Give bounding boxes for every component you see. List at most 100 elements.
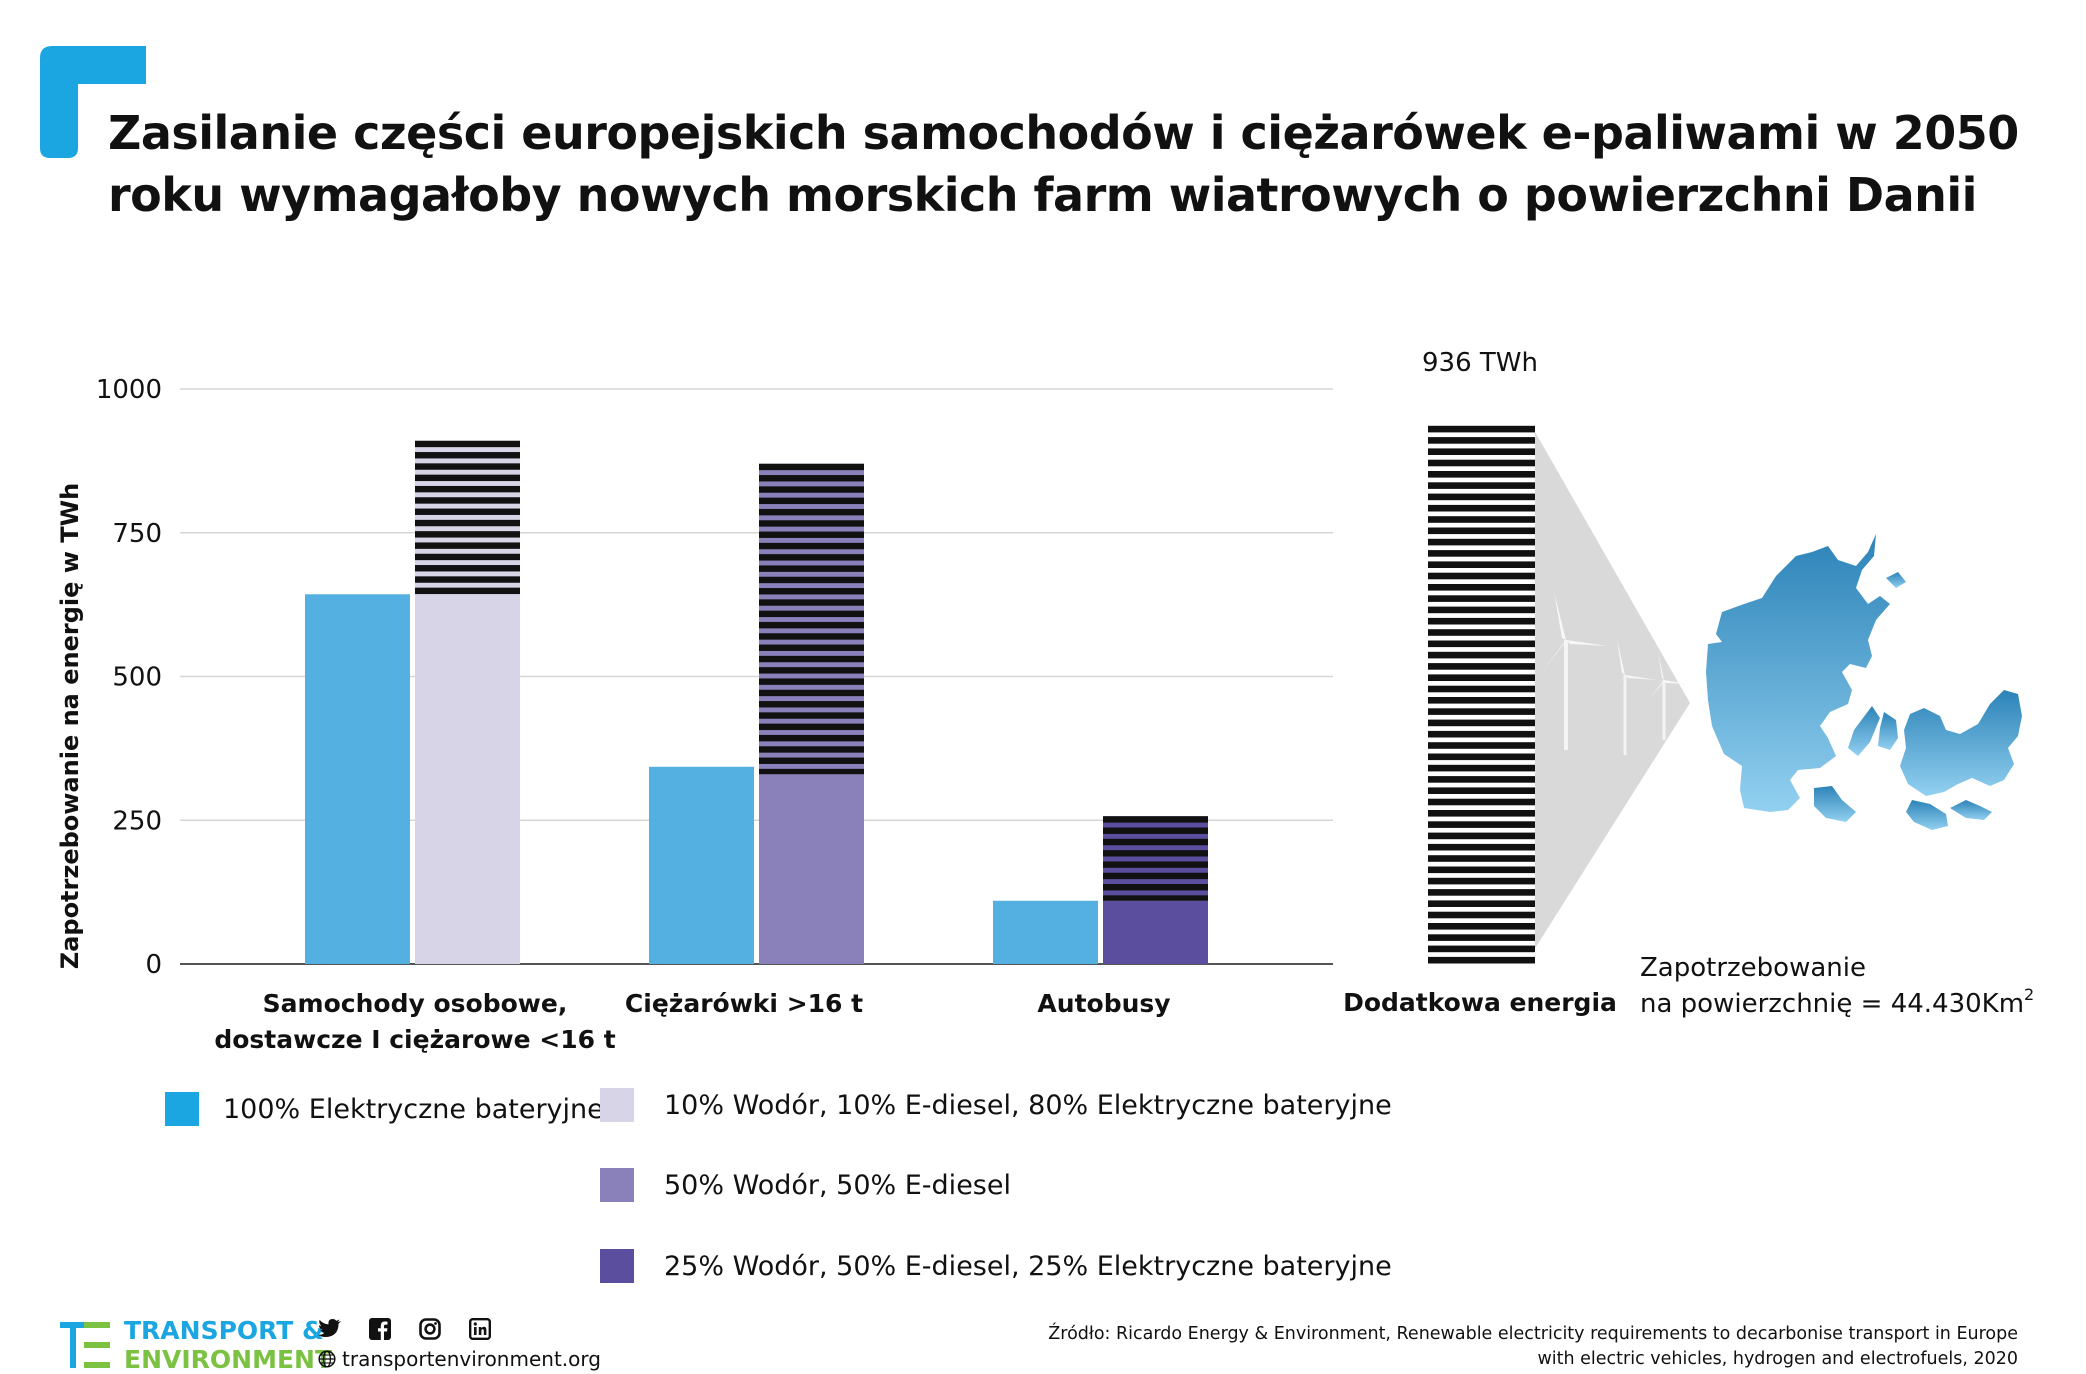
y-tick-labels: 0 250 500 750 1000 [96, 375, 162, 980]
bar-stripe [759, 757, 864, 764]
extra-bar-stripe [1428, 572, 1535, 580]
bar-stripe [759, 475, 864, 482]
bar-battery [305, 594, 410, 964]
bar-stripe-bg [759, 463, 864, 775]
bar-stripe [415, 553, 520, 561]
extra-bar-stripe [1428, 504, 1535, 512]
bar-stripe [759, 644, 864, 651]
instagram-icon[interactable] [418, 1318, 442, 1342]
linkedin-icon[interactable] [468, 1318, 492, 1342]
wind-turbine-icon [1542, 592, 1688, 755]
social-links [318, 1318, 492, 1342]
bar-stripe [1103, 861, 1208, 868]
bar-stripe [759, 486, 864, 493]
bar-stripe [759, 531, 864, 538]
x-tick-label: Ciężarówki >16 t [625, 989, 863, 1018]
bar-battery [993, 900, 1098, 964]
bar-stripe [1103, 850, 1208, 857]
area-label-value: na powierzchnię = 44.430Km2 [1640, 985, 2034, 1019]
denmark-map-icon [1706, 534, 2022, 830]
bar-stripe [415, 576, 520, 583]
bar-scenario-solid [759, 774, 864, 964]
bar-stripe [415, 565, 520, 572]
bar-battery [649, 766, 754, 964]
bar-striped-segment [1103, 816, 1208, 901]
extra-bar-stripe [1428, 685, 1535, 693]
twitter-icon[interactable] [318, 1318, 342, 1342]
brand-name-line-2: ENVIRONMENT [124, 1345, 333, 1374]
bar-stripe [415, 440, 520, 448]
extra-bar-stripe [1428, 855, 1535, 862]
y-tick-label: 750 [112, 519, 162, 549]
extra-energy-value: 936 TWh [1422, 348, 1538, 378]
title-line-2: roku wymagałoby nowych morskich farm wia… [108, 168, 1977, 222]
chart-title: Zasilanie części europejskich samochodów… [108, 102, 2048, 226]
extra-bar-stripe [1428, 629, 1535, 636]
extra-bar-stripe [1428, 448, 1535, 455]
extra-bar-stripe [1428, 561, 1535, 568]
bar-scenario-solid [415, 596, 520, 964]
x-tick-labels: Samochody osobowe, dostawcze I ciężarowe … [214, 989, 1170, 1054]
extra-bar-stripe [1428, 730, 1535, 738]
extra-bar-stripe [1428, 606, 1535, 614]
bar-stripe [415, 531, 520, 538]
bar-stripe [759, 734, 864, 742]
extra-bar-stripe [1428, 787, 1535, 794]
extra-bar-stripe [1428, 437, 1535, 444]
bar-stripe [1103, 838, 1208, 846]
website-link[interactable]: transportenvironment.org [318, 1347, 601, 1371]
bar-stripe [759, 565, 864, 572]
bar-stripe [1103, 872, 1208, 880]
bar-stripe [1103, 827, 1208, 834]
extra-bar-stripe [1428, 482, 1535, 489]
bar-stripe [759, 520, 864, 527]
bar-stripe [759, 576, 864, 584]
brand-name-line-1: TRANSPORT & [124, 1316, 324, 1345]
extra-bar-stripe [1428, 663, 1535, 670]
extra-bar-stripe [1428, 640, 1535, 648]
bar-stripe [759, 463, 864, 471]
extra-bar-stripe [1428, 934, 1535, 941]
extra-bar-stripe [1428, 753, 1535, 761]
source-line-1: Źródło: Ricardo Energy & Environment, Re… [1048, 1324, 2018, 1344]
bar-stripe [759, 712, 864, 719]
extra-bar-stripe [1428, 516, 1535, 523]
extra-bar-stripe [1428, 843, 1535, 851]
bar-stripe [759, 588, 864, 595]
extra-bar-stripe [1428, 459, 1535, 467]
bars [305, 440, 1208, 964]
brand-name: TRANSPORT & ENVIRONMENT [124, 1316, 332, 1374]
extra-bar-stripe [1428, 866, 1535, 874]
extra-bar-stripe [1428, 651, 1535, 659]
source-line-2: with electric vehicles, hydrogen and ele… [1537, 1349, 2018, 1369]
y-axis-label: Zapotrzebowanie na energię w TWh [56, 483, 84, 969]
bar-stripe [415, 497, 520, 504]
area-label: Zapotrzebowanie [1640, 953, 1866, 983]
bar-stripe [759, 497, 864, 505]
x-tick-label: dostawcze I ciężarowe <16 t [214, 1025, 615, 1054]
bar-stripe [415, 485, 520, 493]
bar-stripe [759, 599, 864, 606]
facebook-icon[interactable] [368, 1318, 392, 1342]
extra-bar-stripe [1428, 471, 1535, 478]
extra-bar-stripe [1428, 776, 1535, 783]
y-tick-label: 250 [112, 806, 162, 836]
bar-stripe [759, 542, 864, 550]
source-note: Źródło: Ricardo Energy & Environment, Re… [1048, 1322, 2018, 1372]
bar-stripe [1103, 884, 1208, 891]
bar-stripe [415, 508, 520, 515]
corner-accent [40, 46, 146, 158]
bar-stripe [759, 554, 864, 561]
bar-stripe [415, 474, 520, 482]
extra-bar-stripe [1428, 674, 1535, 681]
x-tick-label: Samochody osobowe, [263, 989, 568, 1018]
bar-stripe [759, 610, 864, 618]
brand-logo[interactable]: TRANSPORT & ENVIRONMENT [60, 1316, 332, 1374]
bar-striped-segment [415, 440, 520, 596]
extra-bar-bg [1428, 425, 1535, 964]
bar-stripe [759, 621, 864, 629]
extra-bar-stripe [1428, 810, 1535, 817]
funnel-shape [1534, 430, 1690, 950]
extra-bar-stripe [1428, 493, 1535, 501]
